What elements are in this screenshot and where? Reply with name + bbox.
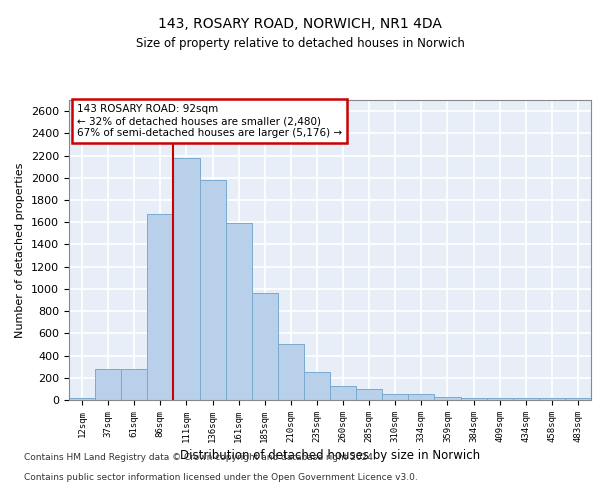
Bar <box>434 396 461 400</box>
Bar <box>539 398 565 400</box>
Text: Contains public sector information licensed under the Open Government Licence v3: Contains public sector information licen… <box>24 472 418 482</box>
Bar <box>330 386 356 400</box>
Text: 143 ROSARY ROAD: 92sqm
← 32% of detached houses are smaller (2,480)
67% of semi-: 143 ROSARY ROAD: 92sqm ← 32% of detached… <box>77 104 342 138</box>
Bar <box>121 369 148 400</box>
Bar <box>304 372 330 400</box>
Text: Size of property relative to detached houses in Norwich: Size of property relative to detached ho… <box>136 38 464 51</box>
Bar <box>356 389 382 400</box>
Bar <box>513 398 539 400</box>
Bar <box>226 224 252 400</box>
X-axis label: Distribution of detached houses by size in Norwich: Distribution of detached houses by size … <box>180 449 480 462</box>
Y-axis label: Number of detached properties: Number of detached properties <box>16 162 25 338</box>
Bar <box>409 394 434 400</box>
Bar <box>252 294 278 400</box>
Bar <box>382 394 409 400</box>
Bar <box>95 369 121 400</box>
Text: 143, ROSARY ROAD, NORWICH, NR1 4DA: 143, ROSARY ROAD, NORWICH, NR1 4DA <box>158 18 442 32</box>
Bar <box>278 344 304 400</box>
Bar <box>565 398 591 400</box>
Bar <box>148 214 173 400</box>
Bar <box>199 180 226 400</box>
Bar <box>173 158 199 400</box>
Text: Contains HM Land Registry data © Crown copyright and database right 2024.: Contains HM Land Registry data © Crown c… <box>24 452 376 462</box>
Bar <box>461 398 487 400</box>
Bar <box>69 398 95 400</box>
Bar <box>487 398 513 400</box>
